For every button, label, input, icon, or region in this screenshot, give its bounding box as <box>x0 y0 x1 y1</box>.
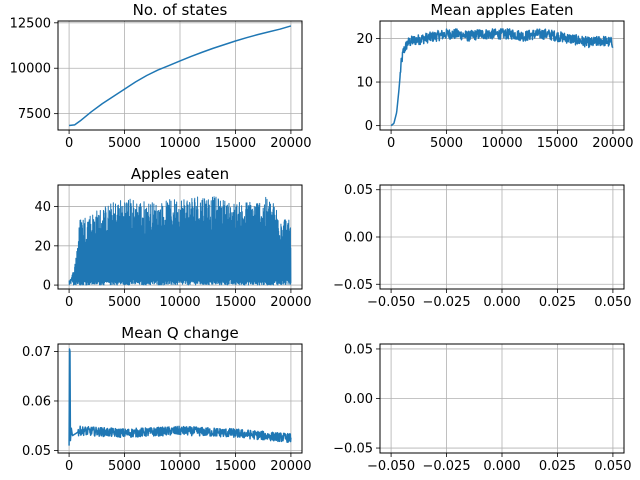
chart-title: Mean apples Eaten <box>430 1 573 19</box>
x-tick-label: 15000 <box>215 136 256 151</box>
panel-apples-eaten: 0 5000 10000 15000 20000 0 20 40 Apples eaten <box>34 165 311 310</box>
chart-title: Mean Q change <box>121 324 238 342</box>
x-tick-label: 20000 <box>270 136 311 151</box>
y-tick-label: 0.00 <box>344 231 373 246</box>
x-tick-label: 5000 <box>108 459 141 474</box>
x-tick-label: 20000 <box>270 295 311 310</box>
y-tick-label: 12500 <box>10 16 51 31</box>
x-tick-label: 0.050 <box>594 459 631 474</box>
y-tick-label: 40 <box>34 200 51 215</box>
x-tick-label: 0.025 <box>539 459 576 474</box>
x-tick-label: −0.050 <box>367 459 415 474</box>
x-tick-label: −0.025 <box>422 295 470 310</box>
x-tick-label: 20000 <box>592 136 633 151</box>
x-tick-label: 5000 <box>108 295 141 310</box>
chart-title: Apples eaten <box>131 165 229 183</box>
x-tick-label: 20000 <box>270 459 311 474</box>
y-tick-label: 0.06 <box>22 394 51 409</box>
x-tick-label: 0 <box>65 295 73 310</box>
y-tick-label: 20 <box>34 239 51 254</box>
x-tick-label: 10000 <box>481 136 522 151</box>
series-line <box>390 28 614 127</box>
x-tick-label: 5000 <box>430 136 463 151</box>
y-tick-label: 0.05 <box>344 342 373 357</box>
y-tick-label: 0.05 <box>344 183 373 198</box>
panel-mean-q-change: 0 5000 10000 15000 20000 0.05 0.06 0.07 Mean Q c… <box>22 324 312 474</box>
y-tick-label: −0.05 <box>333 442 373 457</box>
x-tick-label: 15000 <box>215 295 256 310</box>
panel-empty-top-right: −0.050 −0.025 0.000 0.025 0.050 −0.05 0.00 0.05 <box>333 183 631 310</box>
y-tick-label: 0.05 <box>22 444 51 459</box>
x-tick-label: 15000 <box>537 136 578 151</box>
y-tick-label: 20 <box>356 32 373 47</box>
x-tick-label: 0 <box>65 136 73 151</box>
x-tick-label: 10000 <box>159 459 200 474</box>
panel-mean-apples-eaten: 0 5000 10000 15000 20000 0 10 20 Mean apples Eat… <box>356 1 633 151</box>
panel-no-of-states: 0 5000 10000 15000 20000 7500 10000 12500 No. of… <box>10 1 312 151</box>
x-tick-label: 0.025 <box>539 295 576 310</box>
x-tick-label: 15000 <box>215 459 256 474</box>
x-tick-label: 0.000 <box>483 459 520 474</box>
y-tick-label: 0.00 <box>344 392 373 407</box>
x-tick-label: 5000 <box>108 136 141 151</box>
x-tick-label: 0.000 <box>483 295 520 310</box>
chart-title: No. of states <box>133 1 228 19</box>
y-tick-label: 10 <box>356 76 373 91</box>
y-tick-label: −0.05 <box>333 278 373 293</box>
series-line <box>69 25 292 127</box>
y-tick-label: 7500 <box>18 107 51 122</box>
x-tick-label: 0 <box>387 136 395 151</box>
y-tick-label: 0.07 <box>22 345 51 360</box>
series-line <box>68 196 292 286</box>
x-tick-label: −0.050 <box>367 295 415 310</box>
x-tick-label: 0.050 <box>594 295 631 310</box>
x-tick-label: −0.025 <box>422 459 470 474</box>
series-line <box>68 348 292 446</box>
y-tick-label: 0 <box>365 119 373 134</box>
y-tick-label: 0 <box>43 279 51 294</box>
x-tick-label: 10000 <box>159 136 200 151</box>
y-tick-label: 10000 <box>10 62 51 77</box>
panel-empty-bottom-right: −0.050 −0.025 0.000 0.025 0.050 −0.05 0.00 0.05 <box>333 342 631 474</box>
x-tick-label: 0 <box>65 459 73 474</box>
x-tick-label: 10000 <box>159 295 200 310</box>
